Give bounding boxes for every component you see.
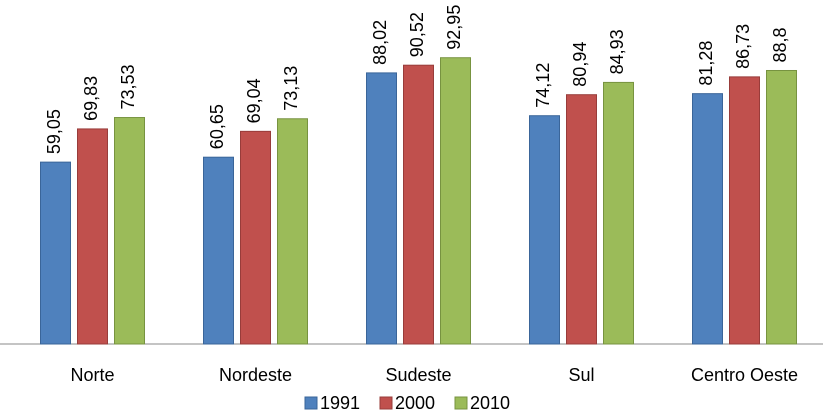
data-label: 88,8 <box>770 27 790 62</box>
data-label: 74,12 <box>533 63 553 108</box>
data-label: 88,02 <box>370 20 390 65</box>
legend-swatch <box>379 396 393 410</box>
x-tick-label: Norte <box>70 365 114 385</box>
data-label: 69,83 <box>81 76 101 121</box>
legend-label: 1991 <box>320 393 360 413</box>
legend-label: 2000 <box>395 393 435 413</box>
bar <box>366 72 397 345</box>
legend-swatch <box>454 396 468 410</box>
data-label: 80,94 <box>570 42 590 87</box>
legend-label: 2010 <box>470 393 510 413</box>
data-label: 84,93 <box>607 29 627 74</box>
bar <box>203 156 234 345</box>
data-label: 69,04 <box>244 78 264 123</box>
bar <box>729 76 760 345</box>
bar <box>40 161 71 345</box>
bar <box>766 69 797 345</box>
bar <box>603 81 634 345</box>
x-tick-label: Nordeste <box>219 365 292 385</box>
bar <box>440 57 471 345</box>
data-label: 92,95 <box>444 5 464 50</box>
bar <box>240 130 271 345</box>
data-label: 81,28 <box>696 41 716 86</box>
data-label: 59,05 <box>44 109 64 154</box>
x-tick-label: Centro Oeste <box>691 365 798 385</box>
x-tick-label: Sudeste <box>385 365 451 385</box>
bar <box>277 118 308 345</box>
bar <box>566 94 597 345</box>
bar <box>692 93 723 345</box>
data-label: 73,13 <box>281 66 301 111</box>
bar <box>403 64 434 345</box>
bar <box>114 117 145 345</box>
bar <box>77 128 108 345</box>
bar <box>529 115 560 345</box>
x-tick-label: Sul <box>568 365 594 385</box>
legend-swatch <box>304 396 318 410</box>
data-label: 60,65 <box>207 104 227 149</box>
data-label: 73,53 <box>118 64 138 109</box>
data-label: 86,73 <box>733 24 753 69</box>
data-label: 90,52 <box>407 12 427 57</box>
